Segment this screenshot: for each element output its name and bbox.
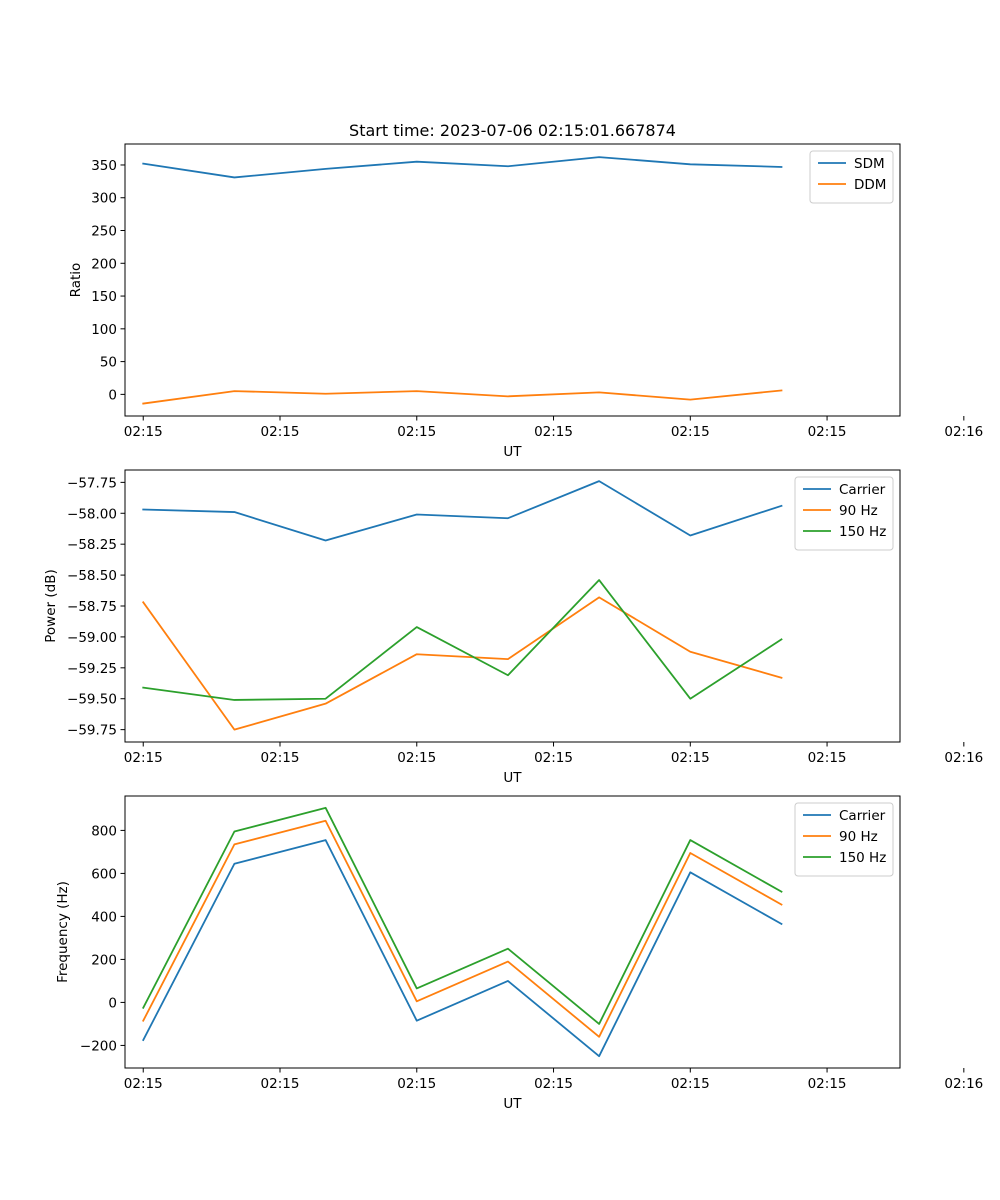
x-tick-label: 02:15 [397,750,436,766]
y-tick-label: 0 [108,995,117,1011]
y-axis-label: Ratio [68,263,84,298]
chart-panel-3: 02:15 02:15 02:15 02:15 02:15 02:15 02:16 −200 0… [55,795,983,1112]
series-lines [141,480,783,731]
y-tick-label: 350 [91,158,117,174]
legend-label: Carrier [839,808,886,824]
legend-label: 150 Hz [839,524,886,540]
y-tick-label: 800 [91,823,117,839]
x-tick-label: 02:15 [261,1076,300,1092]
x-tick-label: 02:15 [534,1076,573,1092]
y-tick-label: −59.00 [67,630,117,646]
legend-label: DDM [854,177,886,193]
chart-panel-2: 02:15 02:15 02:15 02:15 02:15 02:15 02:16 −57.7… [43,469,983,786]
x-tick-label: 02:15 [397,424,436,440]
chart-title: Start time: 2023-07-06 02:15:01.667874 [349,121,676,140]
legend-label: 90 Hz [839,829,878,845]
series-line-90-hz [141,596,783,731]
y-tick-label: 50 [100,355,117,371]
axes-frame [124,795,901,1069]
x-tick-label: 02:16 [944,750,983,766]
legend-label: 90 Hz [839,503,878,519]
legend-label: 150 Hz [839,850,886,866]
x-tick-label: 02:15 [397,1076,436,1092]
x-axis-label: UT [503,1096,522,1112]
series-line-carrier [142,839,783,1058]
series-lines [142,806,783,1058]
x-tick-label: 02:15 [808,1076,847,1092]
y-tick-label: −58.00 [67,506,117,522]
y-tick-label: 200 [91,256,117,272]
chart-panel-1: Start time: 2023-07-06 02:15:01.66787402… [68,121,983,460]
legend: Carrier 90 Hz 150 Hz [794,802,894,877]
y-tick-label: 0 [108,387,117,403]
x-axis-label: UT [503,770,522,786]
y-tick-label: 600 [91,866,117,882]
x-tick-label: 02:15 [671,424,710,440]
series-line-sdm [142,156,783,179]
x-tick-label: 02:15 [671,1076,710,1092]
y-axis-label: Power (dB) [43,569,59,642]
y-tick-label: −59.75 [67,723,117,739]
y-tick-label: −59.25 [67,661,117,677]
y-tick-label: 150 [91,289,117,305]
legend: SDM DDM [809,150,894,204]
y-tick-label: 250 [91,224,117,240]
x-tick-label: 02:15 [124,1076,163,1092]
x-axis-label: UT [503,444,522,460]
y-tick-label: −57.75 [67,475,117,491]
x-tick-label: 02:15 [808,424,847,440]
x-tick-label: 02:15 [808,750,847,766]
x-tick-label: 02:15 [534,424,573,440]
y-tick-label: −58.50 [67,568,117,584]
series-lines [142,156,783,405]
x-tick-label: 02:15 [124,424,163,440]
legend-label: SDM [854,156,885,172]
series-line-150-hz [142,806,783,1025]
legend: Carrier 90 Hz 150 Hz [794,476,894,551]
series-line-90-hz [142,819,783,1038]
series-line-ddm [142,389,783,405]
legend-label: Carrier [839,482,886,498]
x-tick-label: 02:16 [944,1076,983,1092]
x-tick-label: 02:15 [534,750,573,766]
x-tick-label: 02:16 [944,424,983,440]
x-tick-label: 02:15 [124,750,163,766]
y-tick-label: 400 [91,909,117,925]
y-tick-label: 300 [91,191,117,207]
y-tick-label: 200 [91,952,117,968]
x-tick-label: 02:15 [261,424,300,440]
legend-box [809,150,894,204]
y-tick-label: −58.75 [67,599,117,615]
y-axis-label: Frequency (Hz) [55,881,71,983]
x-tick-label: 02:15 [671,750,710,766]
series-line-150-hz [142,579,783,701]
y-tick-label: −58.25 [67,537,117,553]
series-line-carrier [142,480,783,542]
y-tick-label: −200 [80,1038,117,1054]
x-tick-label: 02:15 [261,750,300,766]
y-tick-label: 100 [91,322,117,338]
y-tick-label: −59.50 [67,692,117,708]
axes-frame [124,143,901,417]
